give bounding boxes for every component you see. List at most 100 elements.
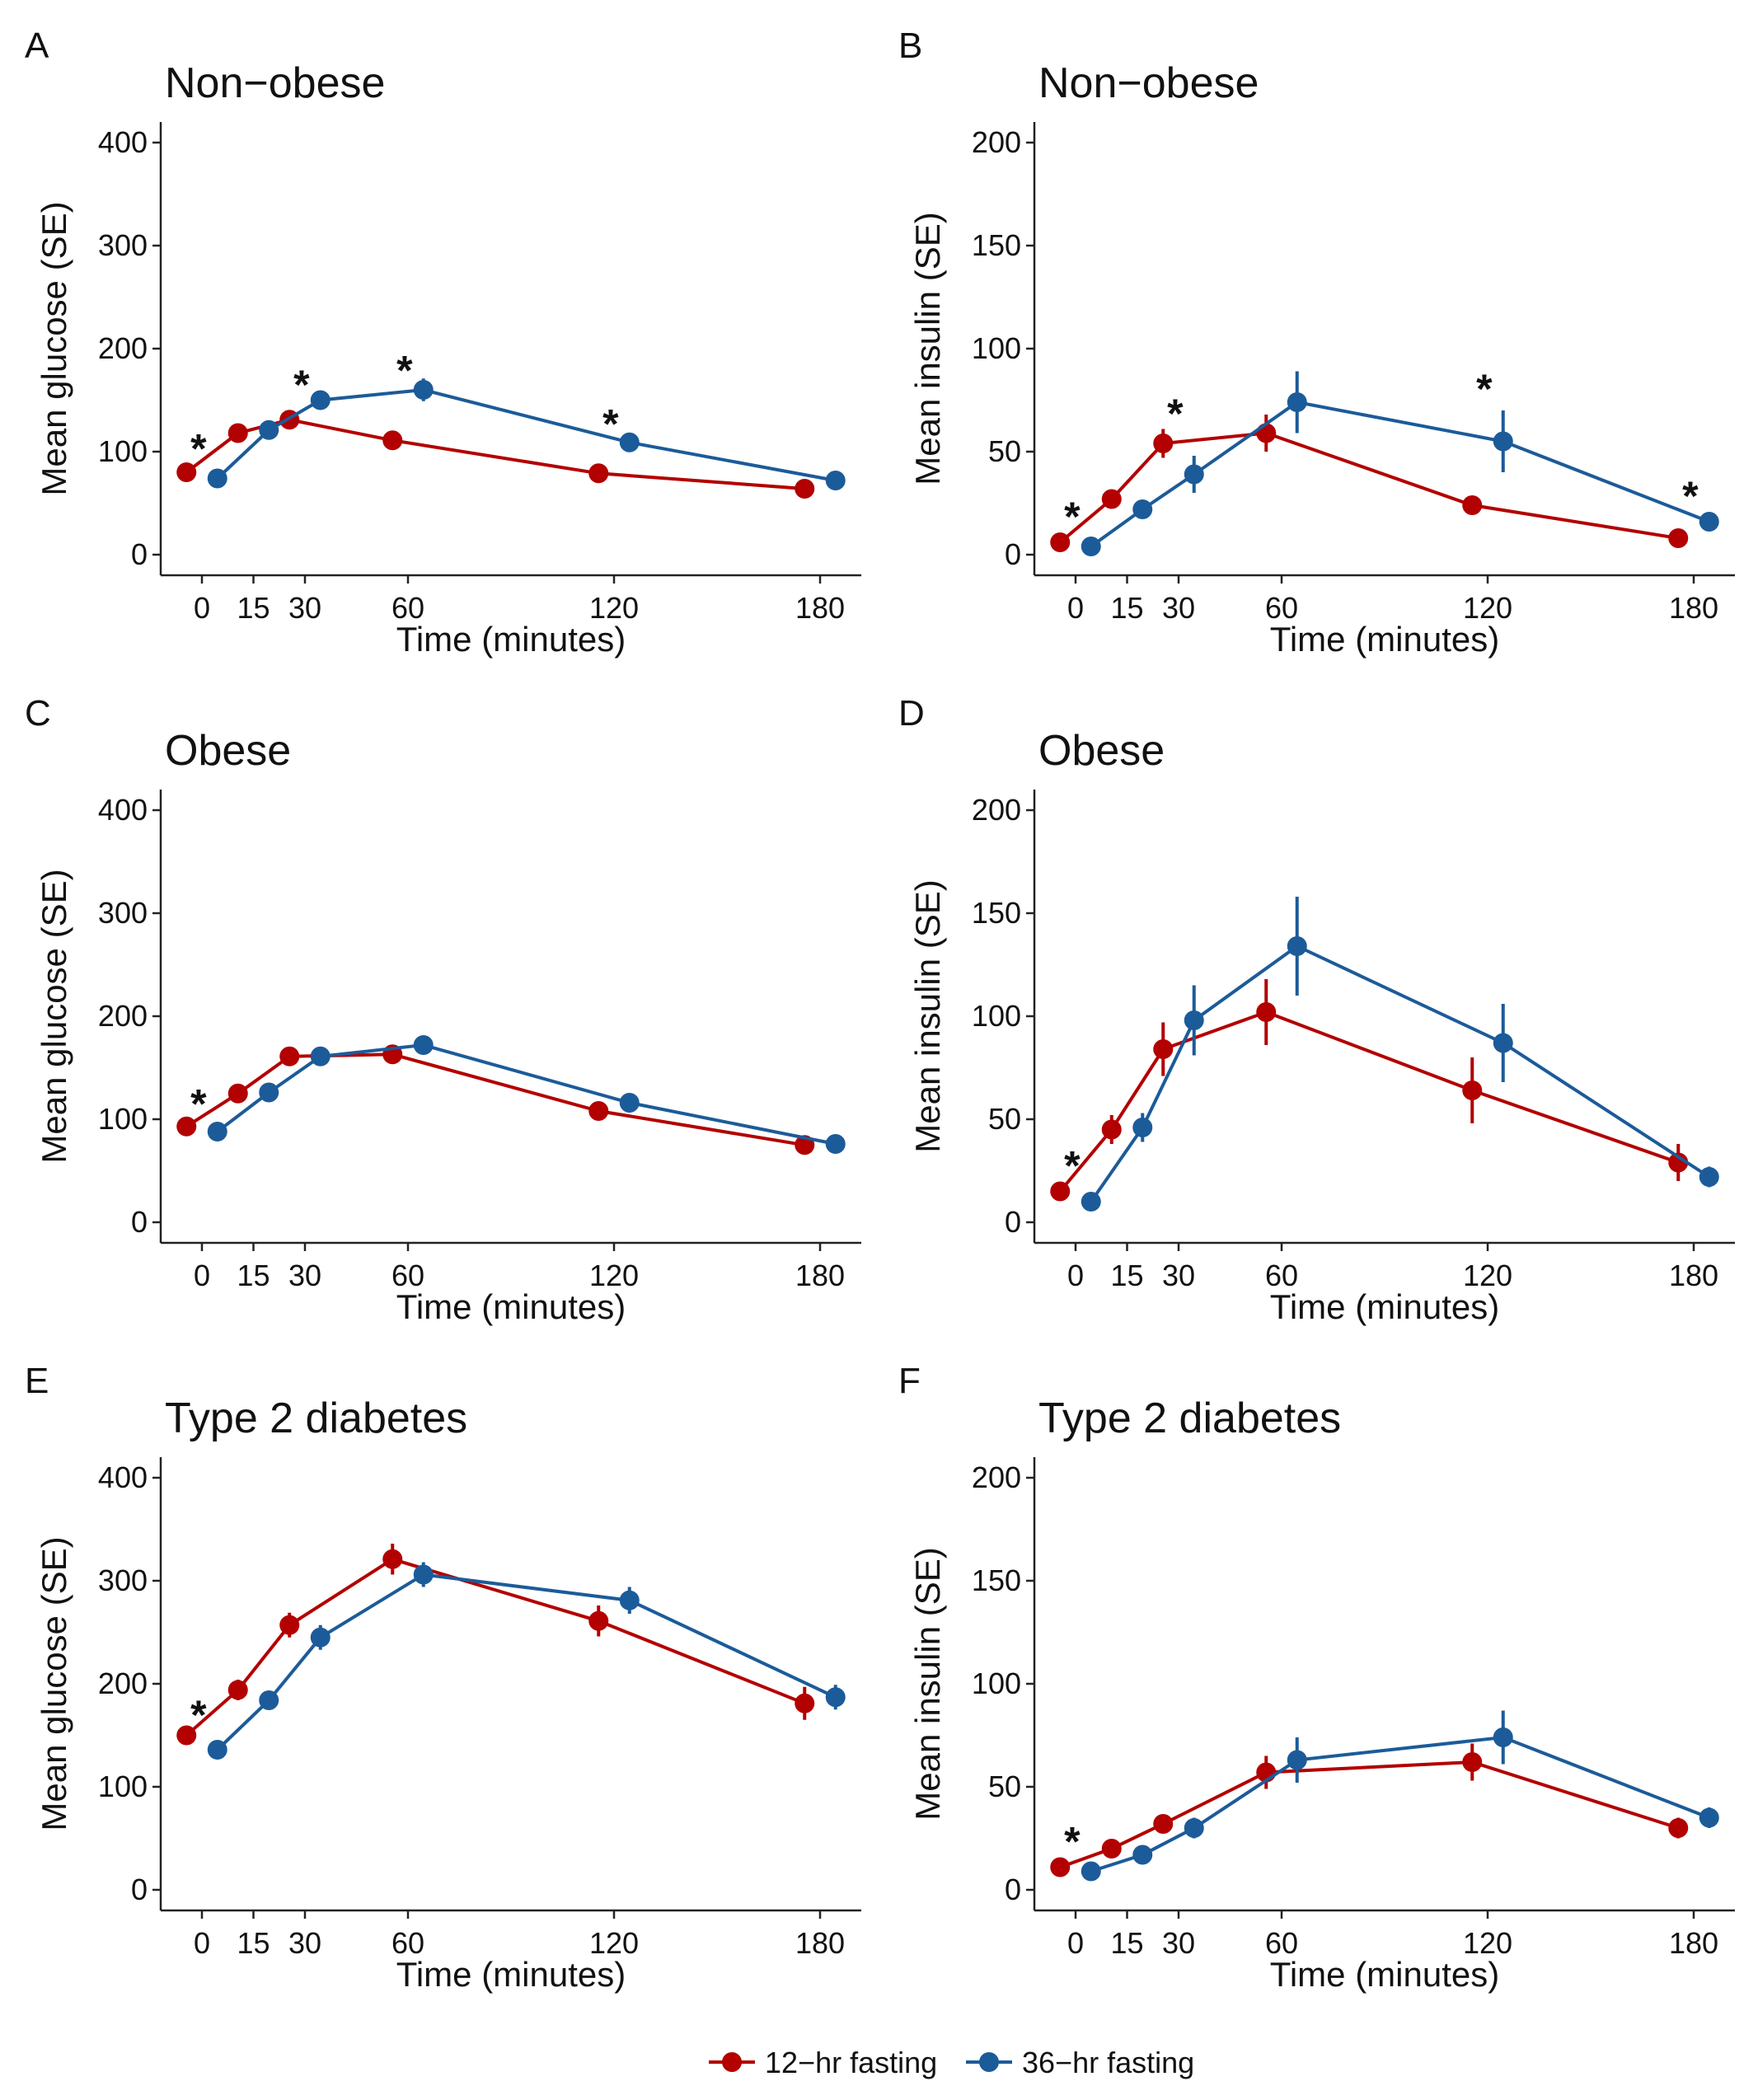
- data-point: [1699, 1807, 1719, 1828]
- series-12hr: [176, 410, 815, 499]
- data-point: [259, 1082, 279, 1103]
- data-point: [588, 463, 609, 484]
- series-12hr: [1050, 979, 1689, 1202]
- significance-star: *: [1682, 473, 1699, 519]
- data-point: [413, 1035, 434, 1055]
- significance-star: *: [190, 1081, 207, 1127]
- series-line: [216, 387, 837, 482]
- panel-title: Type 2 diabetes: [1038, 1395, 1341, 1442]
- data-point: [1493, 1727, 1513, 1747]
- x-tick-label: 0: [1067, 591, 1084, 625]
- x-tick-label: 60: [1265, 591, 1298, 625]
- y-tick-label: 0: [1005, 537, 1021, 571]
- legend: 12−hr fasting 36−hr fasting: [709, 2046, 1194, 2079]
- data-point: [310, 1627, 331, 1648]
- data-point: [619, 1093, 640, 1113]
- data-point: [825, 1687, 846, 1708]
- y-axis-title: Mean glucose (SE): [35, 869, 73, 1163]
- data-point: [1081, 1192, 1101, 1212]
- significance-star: *: [1167, 391, 1184, 437]
- chart-panel-f: F Type 2 diabetes 0 50 100 150 200 0 15 30 60 120 18…: [898, 1361, 1735, 1994]
- data-point: [227, 423, 248, 443]
- chart-panel-e: E Type 2 diabetes 0 100 200 300 400 0 15 30 60 120 1…: [25, 1361, 861, 1994]
- x-tick-label: 0: [194, 591, 210, 625]
- data-point: [227, 1680, 248, 1700]
- x-tick-label: 180: [1669, 591, 1718, 625]
- data-point: [413, 1564, 434, 1585]
- y-tick-label: 200: [98, 331, 148, 365]
- legend-item: 36−hr fasting: [966, 2046, 1194, 2079]
- y-tick-label: 100: [98, 1770, 148, 1803]
- data-point: [176, 462, 197, 482]
- series-12hr: [176, 1544, 815, 1746]
- legend-label: 12−hr fasting: [765, 2046, 937, 2079]
- y-tick-label: 400: [98, 125, 148, 159]
- series-line: [1090, 944, 1710, 1203]
- data-point: [1184, 464, 1204, 485]
- panel-letter: E: [25, 1361, 49, 1401]
- series-36hr: [207, 378, 846, 490]
- y-tick-label: 400: [98, 1460, 148, 1494]
- significance-star: *: [1064, 494, 1081, 540]
- significance-star: *: [602, 401, 619, 448]
- y-tick-label: 0: [131, 1873, 148, 1906]
- x-tick-label: 30: [288, 1926, 321, 1960]
- y-axis-title: Mean glucose (SE): [35, 201, 73, 495]
- data-point: [1081, 537, 1101, 556]
- x-tick-label: 30: [1162, 591, 1195, 625]
- series-line: [185, 1557, 806, 1737]
- y-axis-title: Mean insulin (SE): [908, 1547, 947, 1820]
- y-tick-label: 200: [972, 1460, 1021, 1494]
- x-tick-label: 0: [194, 1926, 210, 1960]
- chart-panel-a: A Non−obese 0 100 200 300 400 0 15 30 60 120 180 Time…: [25, 26, 861, 659]
- data-point: [413, 380, 434, 400]
- x-tick-label: 30: [1162, 1926, 1195, 1960]
- panel-letter: D: [898, 693, 925, 734]
- x-tick-label: 120: [589, 1926, 639, 1960]
- x-tick-label: 0: [1067, 1259, 1084, 1292]
- data-point: [1153, 1814, 1174, 1834]
- y-tick-label: 100: [972, 999, 1021, 1033]
- significance-star: *: [1476, 366, 1493, 412]
- data-point: [1462, 1752, 1483, 1772]
- significance-star: *: [293, 362, 310, 408]
- data-point: [1184, 1010, 1204, 1030]
- x-tick-label: 180: [1669, 1926, 1718, 1960]
- y-tick-label: 150: [972, 896, 1021, 930]
- x-tick-label: 60: [391, 591, 424, 625]
- x-tick-label: 120: [589, 1259, 639, 1292]
- chart-panel-d: D Obese 0 50 100 150 200 0 15 30 60 120 180 Time (min…: [898, 693, 1735, 1326]
- series-line: [1059, 1760, 1679, 1869]
- y-tick-label: 200: [972, 125, 1021, 159]
- data-point: [176, 1116, 197, 1137]
- data-point: [207, 1740, 227, 1760]
- panel-letter: C: [25, 693, 51, 734]
- data-point: [795, 1693, 815, 1713]
- x-tick-label: 120: [1463, 591, 1512, 625]
- data-point: [1287, 936, 1307, 956]
- data-point: [382, 1549, 403, 1569]
- data-point: [1081, 1861, 1101, 1882]
- y-tick-label: 150: [972, 1563, 1021, 1597]
- y-tick-label: 200: [98, 1666, 148, 1700]
- y-tick-label: 50: [988, 434, 1021, 468]
- data-point: [259, 1690, 279, 1710]
- data-point: [310, 390, 331, 410]
- data-point: [1668, 1152, 1689, 1173]
- y-tick-label: 50: [988, 1102, 1021, 1136]
- x-tick-label: 60: [1265, 1259, 1298, 1292]
- data-point: [279, 1615, 300, 1635]
- x-axis-title: Time (minutes): [396, 1955, 626, 1994]
- panel-title: Obese: [1038, 727, 1165, 775]
- x-tick-label: 180: [795, 1926, 845, 1960]
- data-point: [310, 1046, 331, 1066]
- series-36hr: [207, 1562, 846, 1760]
- series-line: [216, 1573, 837, 1751]
- x-tick-label: 0: [194, 1259, 210, 1292]
- y-axis-title: Mean insulin (SE): [908, 879, 947, 1152]
- panel-title: Type 2 diabetes: [165, 1395, 467, 1442]
- x-tick-label: 0: [1067, 1926, 1084, 1960]
- y-tick-label: 0: [131, 1205, 148, 1239]
- data-point: [795, 479, 815, 499]
